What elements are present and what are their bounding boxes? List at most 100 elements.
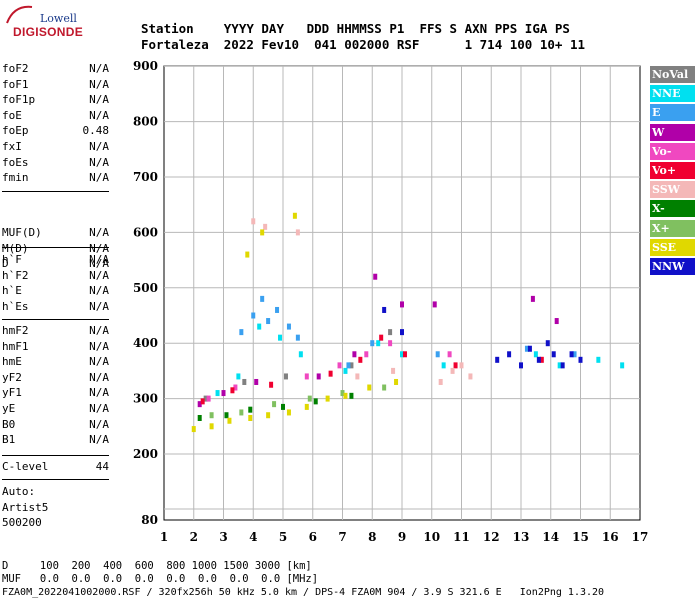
- y-tick-label: 400: [133, 336, 158, 350]
- data-point-e: [239, 329, 244, 336]
- param-row: h`F N/A: [2, 253, 109, 268]
- param-row: h`Es N/A: [2, 300, 109, 315]
- data-point-nne: [441, 362, 446, 369]
- data-point-sse: [325, 395, 330, 402]
- logo-top-text: Lowell: [40, 12, 77, 25]
- data-point-ssw: [459, 362, 464, 369]
- data-point-e: [266, 318, 271, 325]
- data-point-vo-: [206, 395, 211, 402]
- data-point-vo-: [233, 384, 238, 391]
- param-value: N/A: [89, 62, 109, 75]
- param-value: N/A: [89, 355, 109, 369]
- logo-arc-icon: [6, 5, 33, 24]
- legend-item: NNW: [650, 258, 695, 275]
- data-point-w: [316, 373, 321, 380]
- data-point-nne: [215, 390, 220, 397]
- data-point-ssw: [438, 378, 443, 385]
- legend-item: E: [650, 104, 695, 122]
- param-name: fmin: [2, 171, 29, 185]
- param-name: fxI: [2, 140, 22, 153]
- data-point-x-: [281, 403, 285, 410]
- data-point-vo-: [539, 356, 544, 363]
- data-point-e: [286, 323, 291, 330]
- data-point-sse: [227, 417, 232, 424]
- legend-item: X+: [650, 219, 695, 237]
- x-tick-label: 15: [572, 530, 589, 544]
- data-point-e: [295, 334, 300, 341]
- data-point-sse: [292, 212, 297, 219]
- data-point-nne: [343, 367, 348, 374]
- data-point-w: [373, 273, 378, 280]
- legend-item: X-: [650, 200, 695, 218]
- legend-item: SSW: [650, 181, 695, 199]
- data-point-w: [432, 301, 437, 308]
- data-point-w: [352, 351, 357, 358]
- param-row: hmE N/A: [2, 355, 109, 370]
- param-name: h`E: [2, 284, 22, 298]
- auto-system: Artist5: [2, 501, 49, 514]
- legend-item: W: [650, 123, 695, 141]
- param-value: N/A: [89, 155, 109, 169]
- y-tick-label: 800: [133, 115, 158, 129]
- data-point-nne: [278, 334, 283, 341]
- data-point-nnw: [519, 362, 523, 369]
- x-tick-label: 1: [160, 530, 168, 544]
- param-value: N/A: [89, 299, 109, 313]
- grid: [164, 65, 640, 520]
- param-name: foEp: [2, 124, 29, 138]
- x-tick-label: 4: [249, 530, 257, 544]
- data-point-ssw: [295, 229, 300, 236]
- x-tick-label: 6: [309, 530, 317, 544]
- data-point-nne: [557, 362, 562, 369]
- param-row: D N/A: [2, 257, 109, 272]
- legend-item: SSE: [650, 238, 695, 256]
- data-point-e: [435, 351, 440, 358]
- param-name: hmF2: [2, 324, 29, 337]
- data-point-nne: [376, 340, 381, 347]
- data-point-vo-: [230, 387, 235, 394]
- data-point-x-: [340, 390, 345, 397]
- data-point-sse: [209, 423, 214, 430]
- x-tick-label: 11: [453, 530, 470, 544]
- data-point-nnw: [560, 362, 565, 369]
- y-tick-label: 300: [133, 392, 158, 406]
- data-point-ssw: [263, 223, 268, 230]
- data-point-sse: [260, 229, 265, 236]
- separator: [2, 319, 109, 320]
- param-value: 44: [95, 460, 109, 473]
- footer-file-info: FZA0M_2022041002000.RSF / 320fx256h 50 k…: [2, 587, 605, 598]
- data-point-nne: [298, 351, 303, 358]
- data-point-e: [251, 312, 256, 319]
- legend-item: Vo+: [650, 162, 695, 179]
- param-row: foE N/A: [2, 109, 109, 124]
- data-point-nne: [400, 351, 404, 358]
- data-point-w: [554, 318, 559, 325]
- data-point-w: [530, 295, 535, 302]
- auto-code: 500200: [2, 516, 42, 529]
- data-point-nnw: [382, 306, 387, 313]
- param-value: N/A: [89, 241, 109, 255]
- data-point-sse: [286, 409, 291, 416]
- data-point-vo-: [269, 381, 274, 388]
- param-value: N/A: [89, 324, 109, 337]
- data-point-vo-: [402, 351, 407, 358]
- data-point-nne: [236, 373, 241, 380]
- param-name: foF2: [2, 62, 29, 75]
- x-tick-label: 9: [398, 530, 406, 544]
- param-value: 0.48: [82, 124, 110, 138]
- y-axis-ticks: 80 200 300 400 500 600 700 800 900: [133, 59, 158, 527]
- data-point-sse: [191, 426, 196, 433]
- data-point-e: [524, 345, 529, 352]
- data-point-w: [221, 390, 226, 397]
- param-row: hmF2 N/A: [2, 324, 109, 339]
- data-point-x-: [197, 414, 202, 421]
- param-name: M(D): [2, 241, 29, 255]
- param-row: hmF1 N/A: [2, 340, 109, 355]
- data-point-vo-: [304, 373, 309, 380]
- data-point-nne: [257, 323, 262, 330]
- param-name: foF1: [2, 77, 29, 91]
- param-row: M(D) N/A: [2, 242, 109, 257]
- x-tick-label: 13: [513, 530, 530, 544]
- logo-main-text: DIGISONDE: [13, 25, 84, 39]
- param-value: N/A: [89, 257, 109, 271]
